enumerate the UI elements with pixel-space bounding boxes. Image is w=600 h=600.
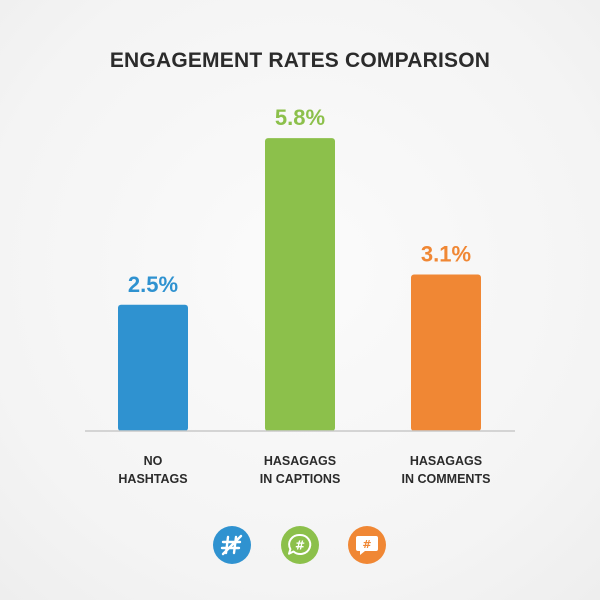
legend-icons: # # [213, 526, 386, 564]
bar-2 [265, 138, 335, 431]
value-label-3: 3.1% [421, 241, 471, 266]
svg-text:#: # [295, 539, 305, 553]
category-label-3-line-2: IN COMMENTS [402, 472, 491, 486]
category-label-1-line-2: HASHTAGS [118, 472, 187, 486]
category-label-2-line-2: IN CAPTIONS [260, 472, 341, 486]
category-label-1-line-1: NO [144, 454, 163, 468]
bar-3 [411, 274, 481, 431]
value-label-2: 5.8% [275, 105, 325, 130]
bar-1 [118, 304, 188, 431]
category-label-3-line-1: HASAGAGS [410, 454, 482, 468]
value-label-1: 2.5% [128, 272, 178, 297]
hashtag-percent-icon [213, 526, 251, 564]
hashtag-comment-icon: # [348, 526, 386, 564]
bars: 2.5% 5.8% 3.1% [118, 105, 481, 431]
chart-title: ENGAGEMENT RATES COMPARISON [110, 49, 490, 72]
hashtag-speech-bubble-icon: # [281, 526, 319, 564]
category-labels: NO HASHTAGS HASAGAGS IN CAPTIONS HASAGAGS IN … [118, 454, 490, 486]
svg-text:#: # [362, 538, 371, 551]
category-label-2-line-1: HASAGAGS [264, 454, 336, 468]
